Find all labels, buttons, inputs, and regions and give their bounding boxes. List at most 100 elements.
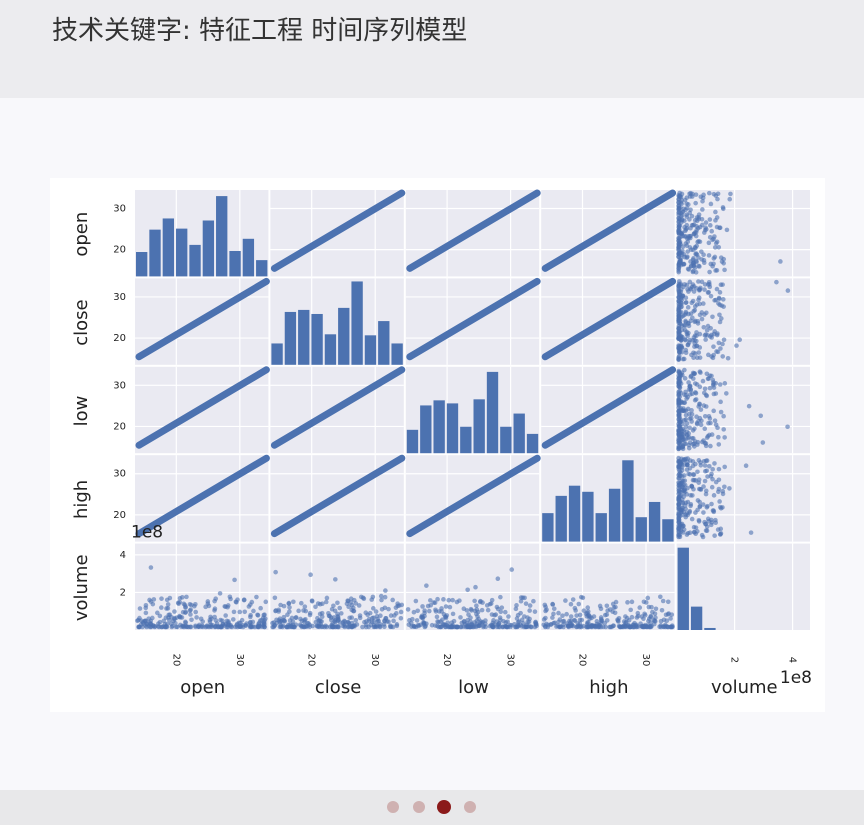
point [676,227,681,233]
point [713,381,719,386]
point [708,293,714,299]
point [693,525,699,530]
point [194,615,199,620]
point [263,599,269,605]
point [598,620,604,626]
point [676,455,681,461]
point [148,565,154,570]
point [234,622,240,628]
point [717,296,722,302]
point [272,623,277,628]
point [677,376,683,381]
point [696,238,701,244]
point [324,595,330,601]
point [641,599,647,605]
point [703,225,708,230]
x-tick-label: 30 [640,654,651,667]
point [677,310,683,316]
point-cloud [135,565,269,630]
point-cloud [406,277,541,361]
page-dot[interactable] [387,801,399,813]
point [189,617,194,623]
point [564,611,569,617]
point [677,435,683,440]
point [706,289,711,295]
point [426,608,432,614]
point [705,474,710,479]
point [586,613,591,619]
y-tick-label: 20 [113,510,126,521]
hist-bar [311,313,323,365]
point [234,599,239,605]
point [676,236,682,241]
point [509,567,515,572]
point [141,621,146,626]
point [717,382,723,387]
point [568,618,574,624]
point [323,599,329,605]
point [246,604,252,609]
point [208,624,214,629]
point [665,599,671,605]
point-cloud [270,366,406,449]
point [475,614,480,619]
point [434,614,440,620]
point [172,609,177,614]
point [687,384,692,389]
hist-bar [526,433,539,454]
hist-bar [513,413,525,454]
point [164,597,170,603]
point [379,597,384,603]
point [563,598,568,603]
point [413,598,419,604]
point [695,469,700,475]
point [527,608,532,613]
point [347,615,352,621]
point [716,466,722,472]
point [702,413,708,419]
hist-bar [162,218,175,277]
point [703,528,709,533]
point [433,607,438,613]
row-label: low [71,396,92,427]
point [682,225,687,230]
point [680,437,686,443]
point [700,502,706,507]
point [200,623,205,628]
point [568,601,574,607]
point [746,403,752,409]
point [722,381,728,386]
point [502,609,508,615]
point [677,250,683,255]
point [725,355,731,361]
point [382,594,388,600]
point [683,300,689,305]
page-dot[interactable] [413,801,425,813]
hist-bar [324,334,337,365]
point [676,269,681,275]
point [531,598,536,604]
point [144,621,150,627]
page-dot-active[interactable] [437,800,451,814]
header: 技术关键字: 特征工程 时间序列模型 [0,0,864,98]
point [150,601,156,607]
point [699,222,705,228]
point [706,279,712,285]
point [379,606,385,612]
point [677,317,682,322]
point [652,618,658,624]
point [284,624,290,630]
point [690,257,696,263]
point [676,446,681,452]
point [466,612,471,617]
point [680,500,686,505]
point [155,610,160,616]
point [164,606,169,611]
point [468,619,473,624]
page-dot[interactable] [464,801,476,813]
point [684,432,690,438]
point [189,602,194,608]
point [682,228,688,234]
